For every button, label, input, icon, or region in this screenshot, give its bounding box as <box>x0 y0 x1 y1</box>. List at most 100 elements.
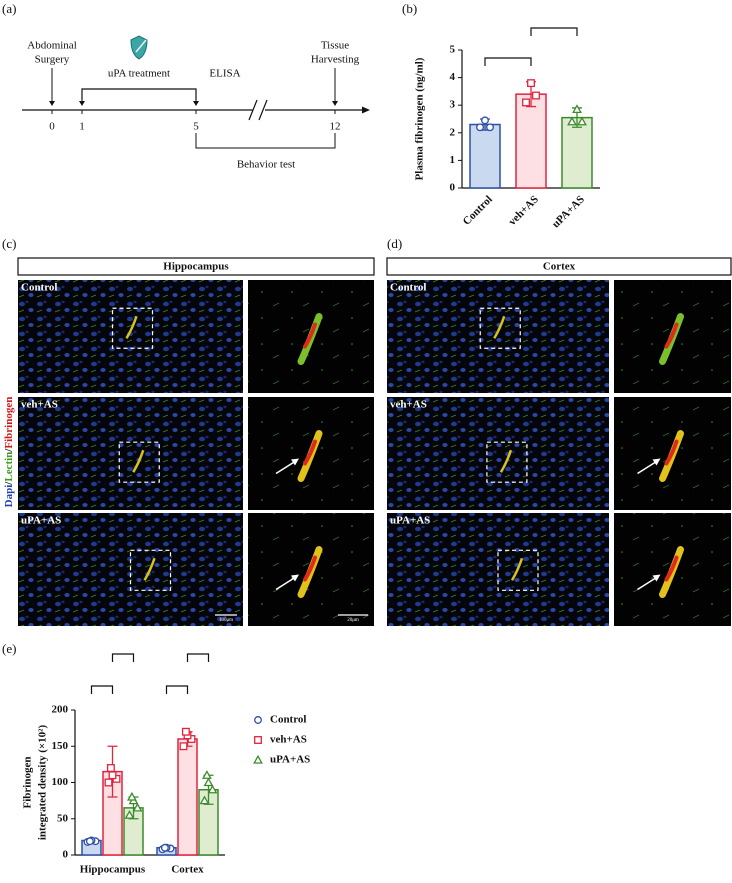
bar <box>177 738 198 856</box>
panel-label: (b) <box>402 1 417 16</box>
x-tick-label: Control <box>461 193 495 227</box>
region-header <box>386 257 732 276</box>
row-label: Control <box>21 282 57 294</box>
significance-bracket <box>186 653 210 662</box>
stain-label-part: Fibrinogen <box>3 397 15 449</box>
pointer-arrow <box>275 576 296 591</box>
data-point <box>104 778 113 787</box>
arrow-head <box>49 101 55 106</box>
arrow-head <box>193 101 199 106</box>
behavior-bracket <box>195 133 336 149</box>
axis-break <box>248 99 258 121</box>
data-point <box>126 791 137 801</box>
panel-label: (e) <box>2 641 16 656</box>
data-point <box>486 123 494 132</box>
treatment-icon <box>135 39 147 53</box>
bar <box>515 93 547 189</box>
region-title: Cortex <box>543 261 576 273</box>
data-point <box>201 770 212 779</box>
y-tick-label: 50 <box>57 812 69 824</box>
data-point <box>199 795 210 805</box>
event-label: uPA treatment <box>108 68 170 80</box>
day-label: 12 <box>330 121 341 133</box>
legend-label: Control <box>270 714 306 726</box>
significance-bracket <box>530 27 578 36</box>
vessel <box>303 439 317 466</box>
x-tick-label: Cortex <box>171 864 204 876</box>
data-point <box>567 116 577 126</box>
micrograph <box>18 397 243 510</box>
axis-break <box>258 99 268 121</box>
data-point <box>108 771 117 780</box>
row-label: veh+AS <box>21 399 58 411</box>
event-label: ELISA <box>209 68 240 80</box>
arrow-head <box>332 101 338 106</box>
day-label: 0 <box>49 121 55 133</box>
legend-label: veh+AS <box>270 734 307 746</box>
legend-label: uPA+AS <box>270 754 310 766</box>
data-point <box>207 784 218 794</box>
zoom-box <box>497 549 539 591</box>
scale-label: 100μm <box>219 618 233 623</box>
event-label: Tissue <box>321 40 349 52</box>
stain-label-part: Lectin <box>3 452 15 482</box>
x-tick-label: uPA+AS <box>550 193 587 230</box>
y-tick-label: 150 <box>52 740 69 752</box>
region-header <box>17 257 375 276</box>
zoom-box <box>486 441 528 483</box>
zoom-box <box>111 307 154 349</box>
data-point <box>106 764 115 772</box>
data-point <box>527 79 535 88</box>
pointer-arrow <box>291 458 299 466</box>
x-tick-label: Hippocampus <box>80 864 146 876</box>
data-point <box>85 837 94 846</box>
data-point <box>132 802 143 812</box>
y-tick-label: 0 <box>63 849 69 861</box>
panel-label: (a) <box>2 1 16 16</box>
day-label: 1 <box>79 121 85 133</box>
micrograph <box>18 280 243 393</box>
data-point <box>532 91 540 100</box>
y-tick-label: 200 <box>52 704 69 716</box>
pointer-arrow <box>291 574 299 582</box>
vessel <box>132 449 145 473</box>
scale-label: 20μm <box>347 618 359 623</box>
event-label: Harvesting <box>311 54 360 66</box>
data-point <box>160 843 169 852</box>
legend-marker <box>253 754 263 764</box>
event-label: Surgery <box>35 54 70 66</box>
row-label: uPA+AS <box>21 515 61 527</box>
micrograph <box>387 397 609 510</box>
significance-bracket <box>165 685 189 694</box>
pointer-arrow <box>652 458 661 466</box>
y-tick-label: 4 <box>450 71 456 83</box>
day-label: 5 <box>193 121 199 133</box>
data-point <box>203 777 214 787</box>
vessel <box>143 557 156 581</box>
pointer-arrow <box>637 576 657 591</box>
data-point <box>572 104 582 113</box>
row-label: Control <box>390 282 426 294</box>
bar <box>469 123 501 189</box>
data-point <box>181 727 190 736</box>
stain-label: Dapi/Lectin/Fibrinogen <box>3 397 15 508</box>
arrow-head <box>362 106 370 114</box>
y-tick-label: 100 <box>52 776 69 788</box>
y-tick-label: 3 <box>450 99 456 111</box>
significance-bracket <box>111 653 135 662</box>
legend-marker <box>254 716 262 724</box>
event-label: Behavior test <box>237 159 295 171</box>
significance-bracket <box>484 57 532 66</box>
data-point <box>522 98 530 107</box>
event-label: Abdominal <box>27 40 77 52</box>
vessel <box>125 315 138 339</box>
treatment-bracket <box>81 88 197 100</box>
vessel <box>510 557 524 581</box>
y-axis-label: Plasma fibrinogen (ng/ml) <box>414 57 426 180</box>
micrograph <box>387 280 609 393</box>
data-point <box>476 123 484 132</box>
data-point <box>577 116 587 126</box>
zoom-box <box>479 307 521 349</box>
data-point <box>124 809 135 819</box>
vessel <box>664 322 679 349</box>
